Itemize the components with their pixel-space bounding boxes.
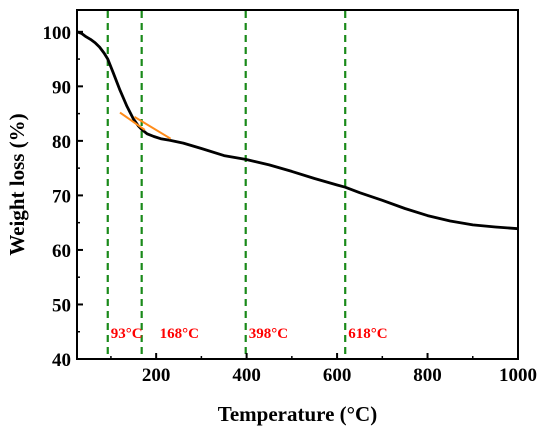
y-tick-label: 60 [52,241,71,262]
tangent-line [133,116,172,140]
temperature-annotation: 168°C [160,326,199,342]
x-tick-label: 600 [323,365,352,386]
y-tick-label: 90 [52,77,71,98]
weight-loss-curve [77,30,518,231]
vertical-markers [106,11,347,358]
tangent-line [119,111,146,131]
x-tick-label: 1000 [499,365,537,386]
y-tick-label: 50 [52,295,71,316]
y-axis-title: Weight loss (%) [5,113,29,255]
y-tick-label: 100 [43,23,72,44]
temperature-annotation: 618°C [348,326,387,342]
y-tick-label: 80 [52,132,71,153]
temperature-annotation: 93°C [111,326,143,342]
x-tick-label: 200 [142,365,171,386]
axis-ticks: 200 400 600 800 1000 40 50 60 70 80 90 100 [43,23,538,386]
temperature-annotation: 398°C [249,326,288,342]
y-tick-label: 70 [52,186,71,207]
x-tick-label: 400 [232,365,261,386]
x-axis-title: Temperature (°C) [218,402,377,426]
plot-frame [76,9,519,360]
y-tick-label: 40 [52,350,71,371]
data-layer [77,30,518,231]
x-tick-label: 800 [413,365,442,386]
annotation-labels: 93°C 168°C 398°C 618°C [111,326,388,342]
